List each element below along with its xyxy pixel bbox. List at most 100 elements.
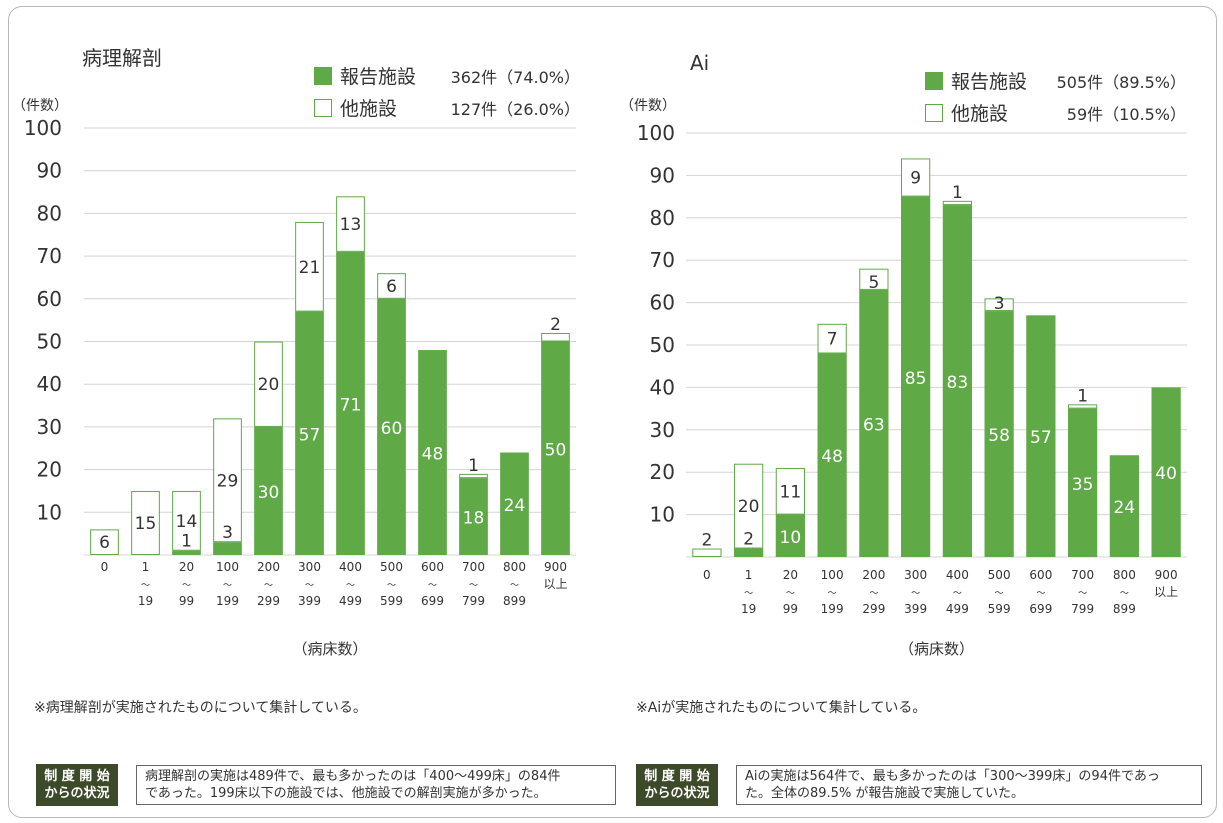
legend-swatch-other — [925, 104, 943, 122]
bar-reporting-facility — [817, 353, 847, 557]
data-label-reporting: 1 — [181, 532, 192, 552]
y-tick-label: 70 — [650, 248, 675, 272]
x-tick-label: 〜 — [786, 589, 795, 599]
y-tick-label: 80 — [37, 201, 62, 225]
data-label-reporting: 50 — [545, 440, 567, 460]
pathology-autopsy-chart: 病理解剖（件数）10203040506070809010060151〜19114… — [12, 46, 580, 658]
x-tick-label: 〜 — [510, 581, 519, 591]
y-tick-label: 20 — [37, 458, 62, 482]
data-label-other: 9 — [910, 169, 921, 189]
y-tick-label: 100 — [637, 121, 675, 145]
x-tick-label: 199 — [821, 602, 844, 616]
y-axis-label: （件数） — [620, 98, 676, 114]
x-tick-label: 99 — [179, 594, 194, 608]
x-tick-label: 400 — [946, 568, 969, 582]
legend-label: 他施設 — [951, 103, 1008, 125]
data-label-reporting: 57 — [1030, 428, 1052, 448]
x-tick-label: 以上 — [1154, 585, 1178, 599]
data-label-other: 2 — [550, 315, 561, 335]
x-tick-label: 900 — [1155, 568, 1178, 582]
bar-other-facility — [459, 473, 488, 479]
x-tick-label: 600 — [1029, 568, 1052, 582]
x-axis-label: （病床数） — [292, 640, 367, 658]
bar-reporting-facility — [1026, 315, 1056, 557]
bar-reporting-facility — [1151, 387, 1181, 557]
data-label-other: 29 — [217, 471, 239, 491]
data-label-other: 1 — [1077, 386, 1088, 406]
bar-other-facility — [984, 298, 1014, 312]
data-label-other: 7 — [827, 330, 838, 350]
bar-reporting-facility — [984, 311, 1014, 557]
legend-label: 他施設 — [340, 98, 397, 120]
x-tick-label: 19 — [741, 602, 756, 616]
data-label-reporting: 85 — [905, 369, 927, 389]
legend-label: 報告施設 — [951, 71, 1027, 93]
x-tick-label: 〜 — [182, 581, 191, 591]
y-tick-label: 90 — [650, 163, 675, 187]
data-label-other: 14 — [176, 512, 198, 532]
bar-reporting-facility — [213, 542, 242, 555]
x-tick-label: 799 — [462, 594, 485, 608]
bar-reporting-facility — [500, 452, 529, 555]
summary-ai: Aiの実施は564件で、最も多かったのは「300～399床」の94件であっ た。… — [736, 765, 1202, 805]
x-tick-label: 599 — [380, 594, 403, 608]
x-tick-label: 300 — [904, 568, 927, 582]
figure-frame — [8, 6, 1217, 818]
x-tick-label: 400 — [339, 560, 362, 574]
x-tick-label: 300 — [298, 560, 321, 574]
x-tick-label: 499 — [339, 594, 362, 608]
x-tick-label: 〜 — [428, 581, 437, 591]
legend-swatch-reporting — [314, 67, 332, 85]
y-tick-label: 40 — [650, 375, 675, 399]
data-label-reporting: 60 — [381, 419, 403, 439]
bar-other-facility — [734, 463, 764, 549]
data-label-reporting: 48 — [821, 447, 843, 467]
data-label-other: 20 — [738, 497, 760, 517]
bar-reporting-facility — [1109, 455, 1139, 557]
y-tick-label: 70 — [37, 244, 62, 268]
legend-label: 報告施設 — [340, 66, 416, 88]
x-tick-label: 〜 — [1036, 589, 1045, 599]
note-pathology: ※病理解剖が実施されたものについて集計している。 — [34, 700, 367, 716]
data-label-reporting: 58 — [988, 426, 1010, 446]
x-tick-label: 399 — [904, 602, 927, 616]
x-tick-label: 800 — [503, 560, 526, 574]
y-tick-label: 20 — [650, 460, 675, 484]
y-tick-label: 40 — [37, 372, 62, 396]
badge-line-2: からの状況 — [44, 786, 110, 801]
legend-swatch-other — [314, 99, 332, 117]
y-tick-label: 60 — [37, 287, 62, 311]
chart-title: Ai — [690, 51, 709, 75]
data-label-other: 6 — [99, 533, 110, 553]
y-tick-label: 10 — [650, 503, 675, 527]
y-tick-label: 50 — [37, 330, 62, 354]
bar-other-facility — [859, 268, 889, 290]
x-tick-label: 100 — [821, 568, 844, 582]
y-tick-label: 90 — [37, 159, 62, 183]
x-tick-label: 199 — [216, 594, 239, 608]
data-label-other: 13 — [340, 215, 362, 235]
data-label-reporting: 83 — [947, 373, 969, 393]
x-tick-label: 1 — [142, 560, 150, 574]
y-axis-label: （件数） — [12, 98, 68, 114]
bar-reporting-facility — [254, 426, 283, 555]
data-label-reporting: 30 — [258, 483, 280, 503]
x-tick-label: 〜 — [744, 589, 753, 599]
data-label-reporting: 3 — [222, 523, 233, 543]
bar-other-facility — [172, 490, 201, 551]
x-tick-label: 19 — [138, 594, 153, 608]
data-label-other: 1 — [468, 456, 479, 476]
bar-other-facility — [541, 332, 570, 342]
data-label-other: 3 — [994, 294, 1005, 314]
bar-reporting-facility — [734, 548, 764, 557]
bar-reporting-facility — [459, 478, 488, 555]
y-tick-label: 10 — [37, 500, 62, 524]
x-tick-label: 〜 — [346, 581, 355, 591]
x-tick-label: 〜 — [1078, 589, 1087, 599]
bar-other-facility — [1068, 404, 1098, 409]
bar-reporting-facility — [295, 311, 324, 555]
x-tick-label: 1 — [745, 568, 753, 582]
bar-reporting-facility — [336, 251, 365, 555]
x-tick-label: 〜 — [305, 581, 314, 591]
bar-reporting-facility — [541, 341, 570, 555]
